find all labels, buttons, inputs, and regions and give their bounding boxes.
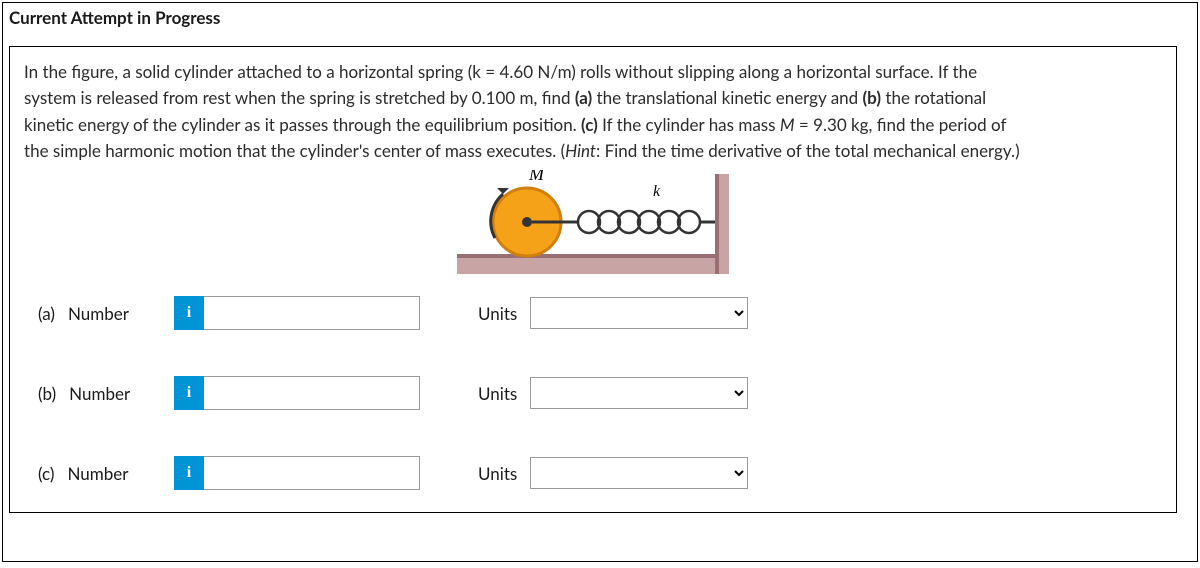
question-frame: In the figure, a solid cylinder attached… [9, 46, 1177, 513]
units-select-a[interactable] [530, 297, 748, 329]
part-b-label: (b) [863, 87, 882, 108]
number-field: i [174, 456, 420, 490]
part-letter: (c) [38, 463, 54, 484]
figure-svg: M k [457, 170, 729, 278]
number-word: Number [69, 383, 130, 404]
figure-container: M k [24, 170, 1162, 278]
units-word: Units [420, 463, 530, 484]
number-word: Number [67, 463, 128, 484]
number-input-a[interactable] [204, 296, 420, 330]
units-select-b[interactable] [530, 377, 748, 409]
info-icon[interactable]: i [174, 376, 204, 410]
number-input-b[interactable] [204, 376, 420, 410]
units-select-c[interactable] [530, 457, 748, 489]
status-title: Current Attempt in Progress [9, 7, 1197, 28]
page-frame: Current Attempt in Progress In the figur… [2, 2, 1198, 562]
text: = 9.30 kg, find the period of [795, 114, 1007, 135]
answer-row-a: (a) Number i Units [24, 296, 1162, 330]
part-letter: (a) [38, 303, 55, 324]
figure-label-M: M [528, 170, 545, 184]
mass-variable: M [780, 114, 795, 135]
text: the translational kinetic energy and [592, 87, 862, 108]
text: the rotational [881, 87, 986, 108]
answer-row-c: (c) Number i Units [24, 456, 1162, 490]
units-word: Units [420, 383, 530, 404]
text: the simple harmonic motion that the cyli… [24, 140, 565, 161]
number-field: i [174, 376, 420, 410]
number-field: i [174, 296, 420, 330]
row-label: (b) Number [24, 383, 174, 404]
answers-block: (a) Number i Units (b) Number i [24, 296, 1162, 490]
number-input-c[interactable] [204, 456, 420, 490]
answer-row-b: (b) Number i Units [24, 376, 1162, 410]
part-letter: (b) [38, 383, 56, 404]
row-label: (a) Number [24, 303, 174, 324]
info-icon[interactable]: i [174, 296, 204, 330]
part-c-label: (c) [581, 114, 598, 135]
text: kinetic energy of the cylinder as it pas… [24, 114, 581, 135]
row-label: (c) Number [24, 463, 174, 484]
info-icon[interactable]: i [174, 456, 204, 490]
text: : Find the time derivative of the total … [596, 140, 1020, 161]
units-word: Units [420, 303, 530, 324]
hint-label: Hint [565, 140, 596, 161]
text: system is released from rest when the sp… [24, 87, 575, 108]
part-a-label: (a) [575, 87, 592, 108]
problem-text: In the figure, a solid cylinder attached… [24, 59, 1162, 164]
number-word: Number [68, 303, 129, 324]
text: If the cylinder has mass [598, 114, 780, 135]
figure-label-k: k [653, 183, 661, 200]
text: In the figure, a solid cylinder attached… [24, 61, 977, 82]
